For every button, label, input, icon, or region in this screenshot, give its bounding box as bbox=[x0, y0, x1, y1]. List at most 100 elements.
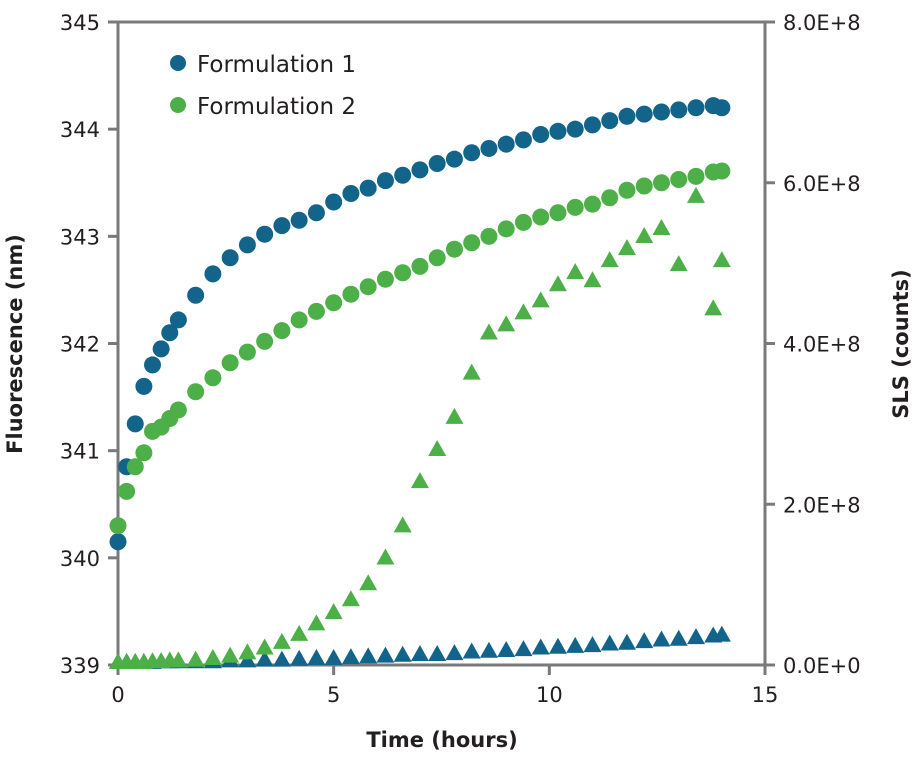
data-point-circle bbox=[514, 131, 532, 149]
data-point-circle bbox=[325, 294, 343, 312]
data-point-circle bbox=[204, 369, 222, 387]
data-point-circle bbox=[273, 217, 291, 235]
x-axis-title: Time (hours) bbox=[366, 728, 517, 752]
data-point-circle bbox=[342, 285, 360, 303]
y-tick-label: 340 bbox=[60, 547, 100, 571]
y2-tick-label: 0.0E+0 bbox=[783, 654, 861, 678]
data-point-circle bbox=[635, 177, 653, 195]
data-point-triangle bbox=[376, 548, 395, 565]
data-point-triangle bbox=[341, 648, 360, 665]
data-point-circle bbox=[532, 126, 550, 144]
data-point-triangle bbox=[548, 275, 567, 292]
data-point-circle bbox=[411, 257, 429, 275]
data-point-circle bbox=[161, 324, 179, 342]
series-formulation-2-sls bbox=[109, 186, 731, 669]
data-point-circle bbox=[713, 162, 731, 180]
data-point-circle bbox=[342, 184, 360, 202]
data-point-circle bbox=[290, 211, 308, 229]
data-point-circle bbox=[109, 533, 127, 551]
data-point-triangle bbox=[514, 640, 533, 657]
data-point-triangle bbox=[566, 263, 585, 280]
data-point-triangle bbox=[531, 638, 550, 655]
data-point-circle bbox=[652, 103, 670, 121]
series-formulation-2-fluorescence bbox=[109, 162, 731, 535]
data-point-triangle bbox=[307, 648, 326, 665]
data-point-circle bbox=[463, 234, 481, 252]
data-point-triangle bbox=[514, 303, 533, 320]
data-point-triangle bbox=[669, 629, 688, 646]
data-point-triangle bbox=[393, 516, 412, 533]
data-point-circle bbox=[204, 265, 222, 283]
data-point-triangle bbox=[479, 323, 498, 340]
data-point-circle bbox=[221, 354, 239, 372]
y2-axis-title: SLS (counts) bbox=[889, 269, 913, 418]
data-point-triangle bbox=[669, 255, 688, 272]
data-point-circle bbox=[144, 356, 162, 374]
data-point-circle bbox=[307, 204, 325, 222]
data-point-circle bbox=[135, 444, 153, 462]
data-point-circle bbox=[480, 139, 498, 157]
data-point-triangle bbox=[652, 630, 671, 647]
data-point-triangle bbox=[238, 651, 257, 668]
y2-tick-label: 6.0E+8 bbox=[783, 172, 861, 196]
data-point-circle bbox=[601, 112, 619, 130]
data-point-triangle bbox=[410, 472, 429, 489]
data-point-circle bbox=[514, 213, 532, 231]
y-tick-label: 339 bbox=[60, 654, 100, 678]
data-point-circle bbox=[376, 270, 394, 288]
data-point-circle bbox=[394, 264, 412, 282]
x-tick-label: 10 bbox=[536, 683, 563, 707]
data-point-triangle bbox=[635, 227, 654, 244]
data-point-triangle bbox=[617, 239, 636, 256]
data-point-circle bbox=[394, 166, 412, 184]
data-point-triangle bbox=[324, 603, 343, 620]
legend-marker-formulation-1 bbox=[170, 55, 186, 71]
data-point-circle bbox=[532, 208, 550, 226]
data-point-circle bbox=[463, 144, 481, 162]
data-point-triangle bbox=[617, 633, 636, 650]
data-point-triangle bbox=[255, 650, 274, 667]
data-point-circle bbox=[187, 286, 205, 304]
data-point-triangle bbox=[445, 644, 464, 661]
data-point-circle bbox=[126, 415, 144, 433]
data-point-circle bbox=[497, 220, 515, 238]
x-tick-label: 5 bbox=[327, 683, 340, 707]
data-point-triangle bbox=[566, 636, 585, 653]
x-tick-label: 15 bbox=[752, 683, 779, 707]
data-point-triangle bbox=[238, 643, 257, 660]
data-point-circle bbox=[290, 311, 308, 329]
data-point-triangle bbox=[255, 638, 274, 655]
data-point-triangle bbox=[548, 637, 567, 654]
data-point-circle bbox=[480, 227, 498, 245]
data-point-circle bbox=[126, 458, 144, 476]
y-tick-label: 345 bbox=[60, 11, 100, 35]
data-point-triangle bbox=[272, 632, 291, 649]
data-point-circle bbox=[359, 179, 377, 197]
data-point-circle bbox=[428, 154, 446, 172]
data-point-circle bbox=[238, 236, 256, 254]
legend-label-formulation-1: Formulation 1 bbox=[197, 52, 356, 78]
y-axis-title: Fluorescence (nm) bbox=[3, 234, 27, 454]
data-point-circle bbox=[618, 181, 636, 199]
data-point-triangle bbox=[324, 648, 343, 665]
data-point-triangle bbox=[686, 186, 705, 203]
data-point-circle bbox=[445, 240, 463, 258]
data-point-circle bbox=[601, 189, 619, 207]
data-point-triangle bbox=[290, 624, 309, 641]
data-point-triangle bbox=[410, 644, 429, 661]
data-point-triangle bbox=[203, 648, 222, 665]
data-point-triangle bbox=[169, 651, 188, 668]
data-point-circle bbox=[670, 171, 688, 189]
data-point-triangle bbox=[462, 642, 481, 659]
data-point-circle bbox=[256, 225, 274, 243]
tick-labels: 339 340 341 342 343 344 345 0.0E+0 2.0E+8 4.0E+8 6… bbox=[60, 11, 861, 707]
data-point-triangle bbox=[635, 632, 654, 649]
data-point-triangle bbox=[462, 363, 481, 380]
data-point-triangle bbox=[686, 628, 705, 645]
data-point-circle bbox=[325, 193, 343, 211]
data-point-circle bbox=[618, 107, 636, 125]
data-point-circle bbox=[307, 302, 325, 320]
data-point-circle bbox=[670, 101, 688, 119]
data-point-circle bbox=[549, 204, 567, 222]
